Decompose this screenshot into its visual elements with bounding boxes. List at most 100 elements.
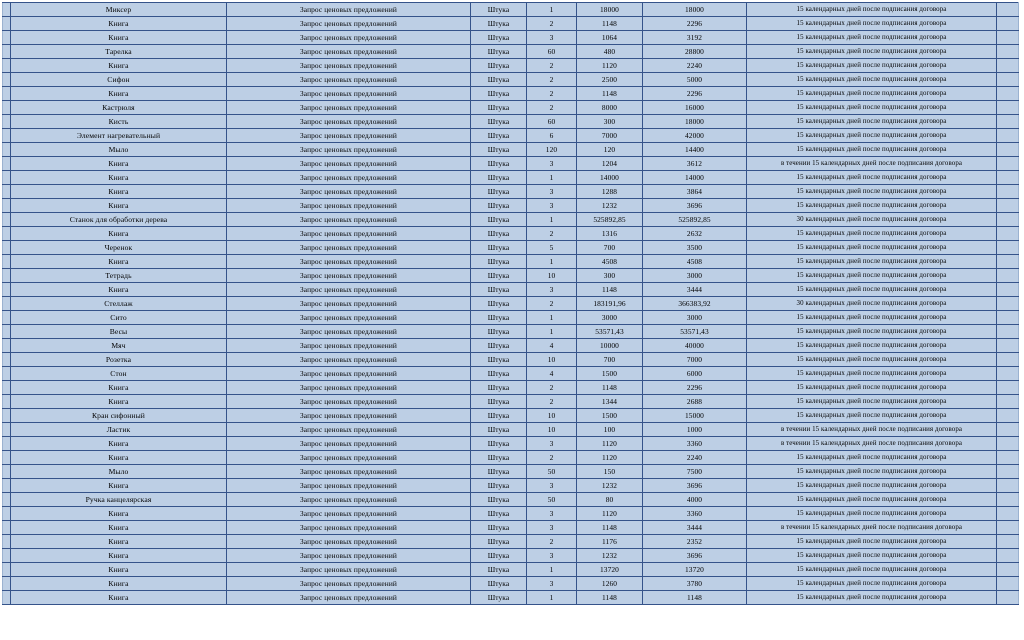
cell-item-name[interactable]: Мыло	[10, 142, 227, 157]
cell-delivery-term[interactable]: 15 календарных дней после подписания дог…	[746, 16, 997, 31]
cell-item-name[interactable]: Книга	[10, 198, 227, 213]
cell-unit-price[interactable]: 1148	[576, 16, 643, 31]
table-row[interactable]: Элемент нагревательный Запрос ценовых пре…	[2, 128, 1019, 143]
cell-unit[interactable]: Штука	[470, 254, 527, 269]
cell-item-name[interactable]: Черенок	[10, 240, 227, 255]
cell-delivery-term[interactable]: в течении 15 календарных дней после подп…	[746, 422, 997, 437]
cell-item-name[interactable]: Мыло	[10, 464, 227, 479]
cell-procurement-method[interactable]: Запрос ценовых предложений	[226, 44, 471, 59]
cell-quantity[interactable]: 2	[526, 534, 577, 549]
cell-quantity[interactable]: 50	[526, 464, 577, 479]
cell-unit[interactable]: Штука	[470, 128, 527, 143]
cell-item-name[interactable]: Розетка	[10, 352, 227, 367]
cell-item-name[interactable]: Книга	[10, 436, 227, 451]
cell-total[interactable]: 2688	[642, 394, 747, 409]
cell-unit-price[interactable]: 3000	[576, 310, 643, 325]
cell-item-name[interactable]: Книга	[10, 226, 227, 241]
cell-quantity[interactable]: 6	[526, 128, 577, 143]
cell-quantity[interactable]: 2	[526, 86, 577, 101]
cell-total[interactable]: 7000	[642, 352, 747, 367]
cell-unit-price[interactable]: 300	[576, 268, 643, 283]
cell-unit-price[interactable]: 10000	[576, 338, 643, 353]
table-row[interactable]: Книга Запрос ценовых предложений Штука 2 117…	[2, 534, 1019, 549]
cell-item-name[interactable]: Тарелка	[10, 44, 227, 59]
cell-unit[interactable]: Штука	[470, 212, 527, 227]
table-row[interactable]: Книга Запрос ценовых предложений Штука 2 112…	[2, 450, 1019, 465]
cell-unit[interactable]: Штука	[470, 338, 527, 353]
table-row[interactable]: Мыло Запрос ценовых предложений Штука 50 150…	[2, 464, 1019, 479]
cell-quantity[interactable]: 120	[526, 142, 577, 157]
cell-procurement-method[interactable]: Запрос ценовых предложений	[226, 520, 471, 535]
table-row[interactable]: Кран сифонный Запрос ценовых предложений Ш…	[2, 408, 1019, 423]
cell-procurement-method[interactable]: Запрос ценовых предложений	[226, 352, 471, 367]
cell-quantity[interactable]: 1	[526, 212, 577, 227]
cell-quantity[interactable]: 3	[526, 184, 577, 199]
cell-item-name[interactable]: Книга	[10, 86, 227, 101]
table-row[interactable]: Книга Запрос ценовых предложений Штука 3 114…	[2, 282, 1019, 297]
cell-unit[interactable]: Штука	[470, 142, 527, 157]
cell-unit-price[interactable]: 1064	[576, 30, 643, 45]
table-row[interactable]: Книга Запрос ценовых предложений Штука 3 123…	[2, 478, 1019, 493]
cell-total[interactable]: 3696	[642, 548, 747, 563]
cell-delivery-term[interactable]: 15 календарных дней после подписания дог…	[746, 534, 997, 549]
table-row[interactable]: Мяч Запрос ценовых предложений Штука 4 10000…	[2, 338, 1019, 353]
cell-quantity[interactable]: 3	[526, 198, 577, 213]
cell-procurement-method[interactable]: Запрос ценовых предложений	[226, 562, 471, 577]
cell-procurement-method[interactable]: Запрос ценовых предложений	[226, 506, 471, 521]
cell-procurement-method[interactable]: Запрос ценовых предложений	[226, 156, 471, 171]
cell-unit[interactable]: Штука	[470, 324, 527, 339]
cell-total[interactable]: 3864	[642, 184, 747, 199]
cell-quantity[interactable]: 1	[526, 324, 577, 339]
cell-procurement-method[interactable]: Запрос ценовых предложений	[226, 128, 471, 143]
cell-unit-price[interactable]: 1500	[576, 408, 643, 423]
cell-total[interactable]: 3696	[642, 198, 747, 213]
cell-total[interactable]: 2296	[642, 16, 747, 31]
cell-unit-price[interactable]: 1232	[576, 198, 643, 213]
cell-procurement-method[interactable]: Запрос ценовых предложений	[226, 30, 471, 45]
cell-quantity[interactable]: 3	[526, 548, 577, 563]
cell-unit-price[interactable]: 1288	[576, 184, 643, 199]
cell-unit-price[interactable]: 1500	[576, 366, 643, 381]
cell-quantity[interactable]: 2	[526, 296, 577, 311]
cell-unit[interactable]: Штука	[470, 352, 527, 367]
cell-delivery-term[interactable]: 15 календарных дней после подписания дог…	[746, 464, 997, 479]
cell-unit-price[interactable]: 150	[576, 464, 643, 479]
cell-delivery-term[interactable]: 15 календарных дней после подписания дог…	[746, 576, 997, 591]
cell-unit-price[interactable]: 14000	[576, 170, 643, 185]
cell-total[interactable]: 53571,43	[642, 324, 747, 339]
cell-unit-price[interactable]: 1120	[576, 450, 643, 465]
cell-unit-price[interactable]: 1120	[576, 506, 643, 521]
table-row[interactable]: Книга Запрос ценовых предложений Штука 3 120…	[2, 156, 1019, 171]
cell-quantity[interactable]: 4	[526, 338, 577, 353]
cell-delivery-term[interactable]: 15 календарных дней после подписания дог…	[746, 30, 997, 45]
cell-unit[interactable]: Штука	[470, 576, 527, 591]
cell-quantity[interactable]: 4	[526, 366, 577, 381]
cell-unit[interactable]: Штука	[470, 198, 527, 213]
cell-procurement-method[interactable]: Запрос ценовых предложений	[226, 240, 471, 255]
cell-unit-price[interactable]: 1120	[576, 58, 643, 73]
cell-item-name[interactable]: Книга	[10, 156, 227, 171]
cell-quantity[interactable]: 2	[526, 72, 577, 87]
cell-quantity[interactable]: 3	[526, 436, 577, 451]
cell-delivery-term[interactable]: 15 календарных дней после подписания дог…	[746, 310, 997, 325]
cell-unit[interactable]: Штука	[470, 310, 527, 325]
cell-unit[interactable]: Штука	[470, 492, 527, 507]
cell-item-name[interactable]: Сифон	[10, 72, 227, 87]
cell-delivery-term[interactable]: в течении 15 календарных дней после подп…	[746, 520, 997, 535]
cell-unit-price[interactable]: 1120	[576, 436, 643, 451]
cell-total[interactable]: 3000	[642, 268, 747, 283]
cell-unit-price[interactable]: 700	[576, 352, 643, 367]
cell-total[interactable]: 18000	[642, 114, 747, 129]
cell-total[interactable]: 5000	[642, 72, 747, 87]
cell-procurement-method[interactable]: Запрос ценовых предложений	[226, 380, 471, 395]
cell-delivery-term[interactable]: 15 календарных дней после подписания дог…	[746, 254, 997, 269]
cell-delivery-term[interactable]: 15 календарных дней после подписания дог…	[746, 492, 997, 507]
cell-total[interactable]: 2632	[642, 226, 747, 241]
cell-unit-price[interactable]: 1148	[576, 520, 643, 535]
cell-total[interactable]: 28800	[642, 44, 747, 59]
cell-total[interactable]: 3360	[642, 506, 747, 521]
cell-unit-price[interactable]: 1148	[576, 282, 643, 297]
cell-unit-price[interactable]: 120	[576, 142, 643, 157]
cell-delivery-term[interactable]: 15 календарных дней после подписания дог…	[746, 562, 997, 577]
cell-unit-price[interactable]: 300	[576, 114, 643, 129]
